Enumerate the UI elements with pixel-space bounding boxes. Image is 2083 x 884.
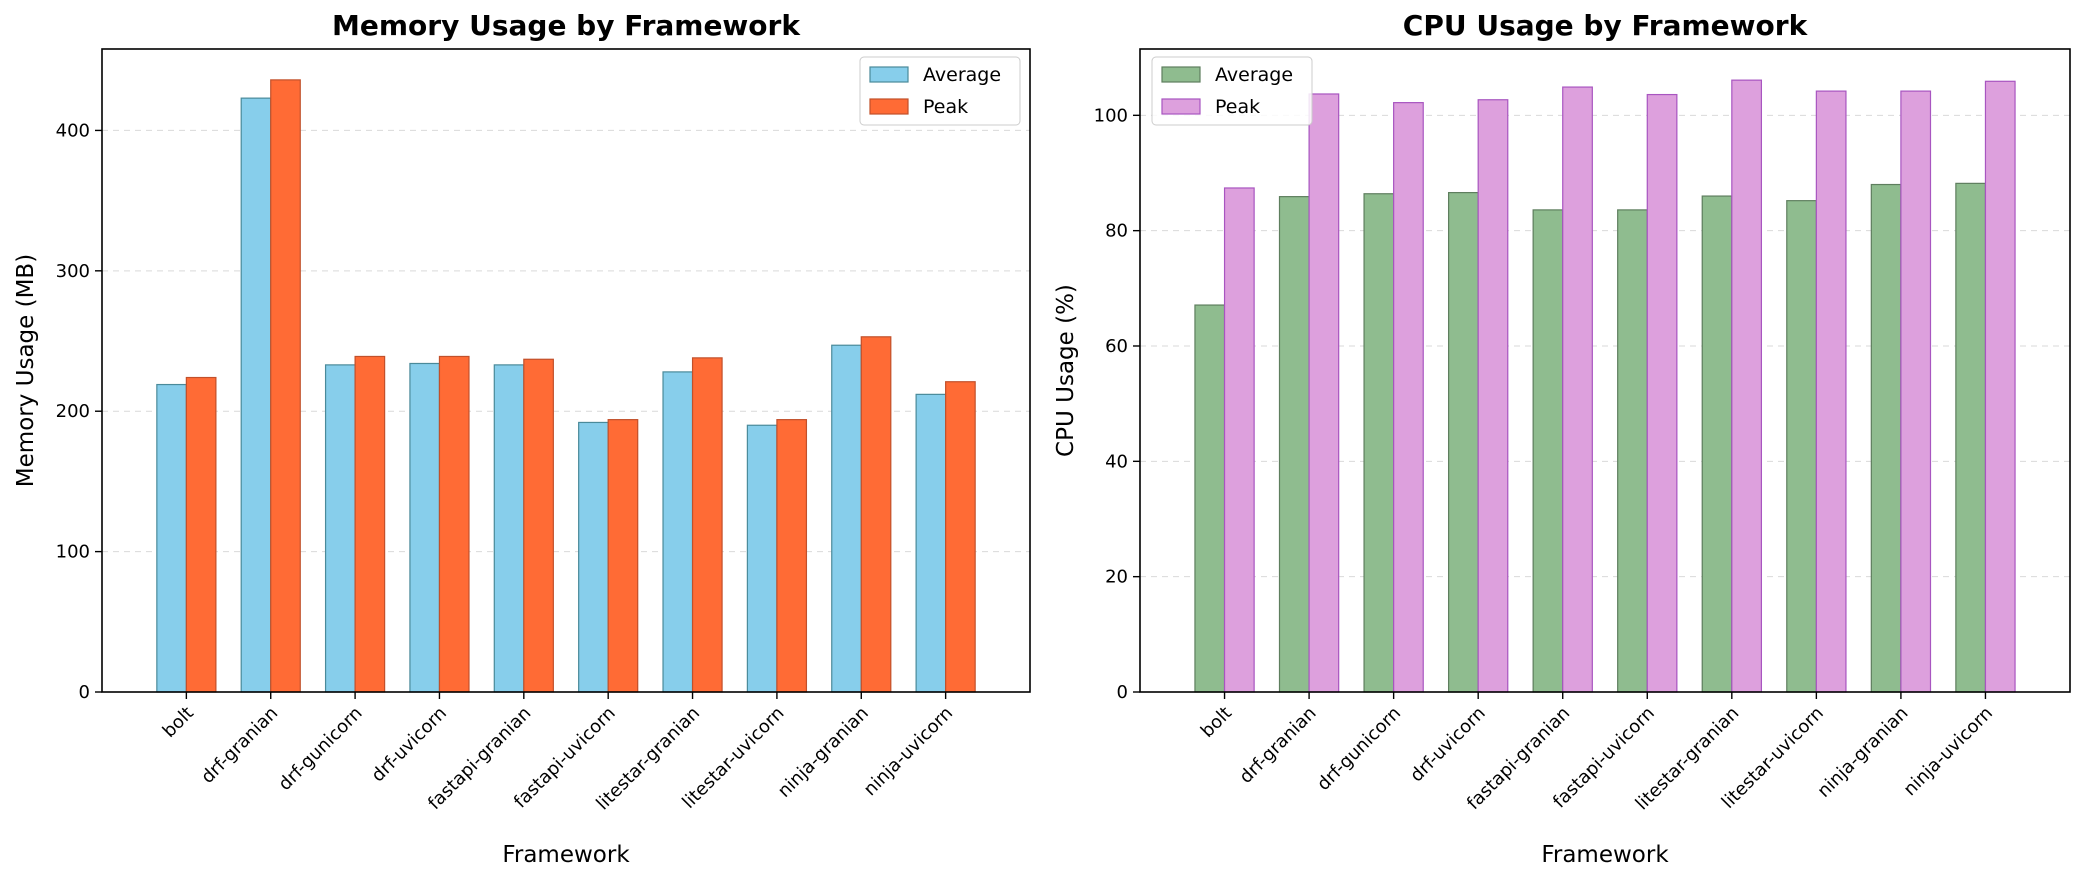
y-tick-label: 40: [1105, 451, 1128, 472]
bar-average-fastapi-uvicorn: [1617, 209, 1648, 693]
x-tick-label-bolt: bolt: [1197, 703, 1236, 742]
bar-average-bolt: [1194, 304, 1226, 693]
x-tick-label-ninja-uvicorn: ninja-uvicorn: [860, 703, 957, 800]
y-tick-label: 100: [1094, 105, 1128, 126]
bar-average-ninja-uvicorn: [915, 393, 947, 693]
legend: Average Peak: [859, 56, 1021, 126]
bar-average-litestar-uvicorn: [1786, 200, 1817, 693]
x-tick-label-ninja-granian: ninja-granian: [1813, 703, 1912, 802]
bar-peak-litestar-granian: [691, 357, 723, 693]
bar-peak-drf-uvicorn: [1477, 99, 1509, 693]
bar-peak-bolt: [1223, 187, 1255, 693]
x-tick-label-drf-granian: drf-granian: [1235, 703, 1320, 788]
y-tick-label: 400: [56, 120, 90, 141]
x-tick-label-drf-gunicorn: drf-gunicorn: [1313, 703, 1405, 795]
bar-peak-drf-gunicorn: [1393, 102, 1424, 693]
legend-label-peak: Peak: [923, 96, 968, 118]
y-tick-label: 300: [56, 261, 90, 282]
axes-frame: [101, 48, 1031, 693]
chart-title: CPU Usage by Framework: [1403, 9, 1809, 42]
x-tick-label-drf-uvicorn: drf-uvicorn: [1406, 703, 1490, 787]
legend-label-average: Average: [923, 64, 1001, 86]
legend-label-average: Average: [1215, 64, 1293, 86]
axes-frame: [1139, 48, 2071, 693]
legend-swatch-average: [869, 66, 909, 83]
legend-swatch-peak: [869, 98, 909, 115]
bar-average-litestar-granian: [662, 371, 694, 693]
bar-peak-litestar-uvicorn: [776, 419, 808, 693]
bar-peak-ninja-granian: [1900, 90, 1932, 693]
bar-average-drf-uvicorn: [409, 362, 441, 693]
bar-average-drf-gunicorn: [324, 364, 356, 693]
bar-average-drf-uvicorn: [1447, 191, 1479, 693]
x-tick-label-drf-gunicorn: drf-gunicorn: [274, 703, 366, 795]
y-tick-label: 0: [79, 682, 90, 703]
bar-average-fastapi-granian: [493, 364, 525, 693]
legend-swatch-peak: [1161, 98, 1201, 115]
bar-peak-ninja-uvicorn: [1984, 80, 2016, 693]
bar-average-ninja-granian: [1870, 183, 1902, 693]
x-axis-label: Framework: [502, 842, 630, 868]
legend: Average Peak: [1151, 56, 1313, 126]
x-axis-label: Framework: [1541, 842, 1669, 868]
bar-average-bolt: [156, 383, 187, 693]
bar-peak-fastapi-granian: [1562, 86, 1593, 693]
bar-peak-litestar-granian: [1731, 79, 1763, 693]
bar-average-fastapi-granian: [1532, 209, 1564, 693]
x-tick-label-ninja-uvicorn: ninja-uvicorn: [1900, 703, 1997, 800]
bar-peak-fastapi-uvicorn: [607, 419, 639, 693]
y-tick-label: 0: [1117, 682, 1128, 703]
bar-average-drf-granian: [1278, 196, 1310, 693]
bar-average-ninja-granian: [831, 344, 862, 693]
bar-average-drf-granian: [240, 97, 272, 693]
legend-label-peak: Peak: [1215, 96, 1260, 118]
y-tick-label: 80: [1105, 221, 1128, 242]
legend-swatch-average: [1161, 66, 1201, 83]
bar-average-litestar-uvicorn: [746, 424, 778, 693]
bar-average-drf-gunicorn: [1363, 193, 1395, 693]
x-tick-label-ninja-granian: ninja-granian: [774, 703, 873, 802]
y-axis-label: CPU Usage (%): [1053, 284, 1079, 457]
bar-average-fastapi-uvicorn: [578, 421, 609, 693]
y-tick-label: 20: [1105, 567, 1128, 588]
bar-peak-fastapi-granian: [523, 358, 554, 693]
y-axis-label: Memory Usage (MB): [13, 254, 39, 487]
bar-peak-fastapi-uvicorn: [1646, 93, 1678, 693]
chart-panel-0: 0 100 200 300 400 bolt drf-graniandrf-gunicorn…: [13, 9, 1031, 868]
bar-peak-ninja-granian: [860, 336, 892, 693]
y-tick-label: 100: [56, 542, 90, 563]
chart-title: Memory Usage by Framework: [332, 9, 801, 42]
bar-peak-drf-uvicorn: [438, 355, 470, 693]
bar-peak-drf-gunicorn: [354, 355, 386, 693]
x-tick-label-bolt: bolt: [159, 703, 198, 742]
x-tick-label-drf-granian: drf-granian: [197, 703, 282, 788]
bar-average-ninja-uvicorn: [1955, 182, 1987, 693]
bar-average-litestar-granian: [1701, 195, 1733, 693]
x-tick-label-drf-uvicorn: drf-uvicorn: [367, 703, 451, 787]
bar-peak-drf-granian: [270, 79, 301, 693]
bar-peak-drf-granian: [1308, 93, 1340, 693]
bar-peak-ninja-uvicorn: [945, 381, 976, 693]
bar-peak-bolt: [185, 376, 217, 693]
y-tick-label: 200: [56, 401, 90, 422]
y-tick-label: 60: [1105, 336, 1128, 357]
bar-peak-litestar-uvicorn: [1815, 90, 1847, 693]
